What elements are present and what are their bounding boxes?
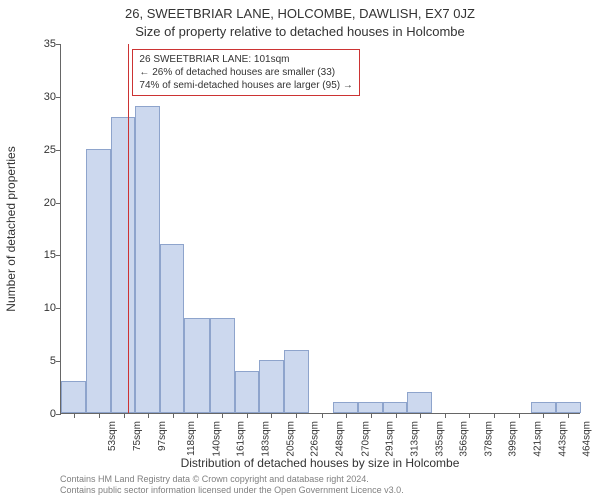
xtick-mark	[396, 413, 397, 418]
xtick-label: 75sqm	[132, 421, 143, 451]
xtick-mark	[494, 413, 495, 418]
ytick-label: 10	[16, 302, 56, 314]
xtick-label: 378sqm	[484, 421, 495, 457]
histogram-bar	[235, 371, 259, 413]
xtick-mark	[371, 413, 372, 418]
xtick-mark	[222, 413, 223, 418]
histogram-bar	[556, 402, 581, 413]
histogram-bar	[333, 402, 358, 413]
marker-line	[128, 44, 129, 413]
annot-line2: ← 26% of detached houses are smaller (33…	[139, 66, 352, 79]
ytick-mark	[56, 361, 61, 362]
ytick-mark	[56, 255, 61, 256]
histogram-bar	[259, 360, 284, 413]
chart-title-line1: 26, SWEETBRIAR LANE, HOLCOMBE, DAWLISH, …	[0, 6, 600, 21]
ytick-mark	[56, 203, 61, 204]
xtick-label: 443sqm	[558, 421, 569, 457]
xtick-mark	[469, 413, 470, 418]
xtick-label: 97sqm	[157, 421, 168, 451]
footer-attribution: Contains HM Land Registry data © Crown c…	[60, 474, 404, 496]
ytick-mark	[56, 97, 61, 98]
xtick-mark	[296, 413, 297, 418]
xtick-label: 161sqm	[236, 421, 247, 457]
histogram-bar	[184, 318, 209, 413]
xtick-mark	[346, 413, 347, 418]
x-axis-label: Distribution of detached houses by size …	[60, 456, 580, 470]
xtick-mark	[247, 413, 248, 418]
histogram-bar	[284, 350, 309, 413]
ytick-label: 5	[16, 355, 56, 367]
xtick-mark	[173, 413, 174, 418]
annot-line1: 26 SWEETBRIAR LANE: 101sqm	[139, 53, 352, 66]
ytick-label: 30	[16, 91, 56, 103]
ytick-mark	[56, 308, 61, 309]
xtick-label: 226sqm	[310, 421, 321, 457]
annotation-box: 26 SWEETBRIAR LANE: 101sqm← 26% of detac…	[132, 49, 359, 96]
xtick-mark	[322, 413, 323, 418]
xtick-mark	[148, 413, 149, 418]
xtick-label: 399sqm	[508, 421, 519, 457]
histogram-bar	[61, 381, 86, 413]
xtick-label: 140sqm	[212, 421, 223, 457]
ytick-label: 0	[16, 408, 56, 420]
ytick-label: 25	[16, 144, 56, 156]
xtick-mark	[197, 413, 198, 418]
xtick-label: 335sqm	[434, 421, 445, 457]
xtick-label: 183sqm	[261, 421, 272, 457]
xtick-label: 356sqm	[458, 421, 469, 457]
histogram-bar	[383, 402, 407, 413]
ytick-label: 20	[16, 197, 56, 209]
chart-plot-area: 26 SWEETBRIAR LANE: 101sqm← 26% of detac…	[60, 44, 580, 414]
xtick-mark	[445, 413, 446, 418]
xtick-mark	[74, 413, 75, 418]
histogram-bar	[407, 392, 432, 413]
ytick-mark	[56, 44, 61, 45]
histogram-bar	[86, 149, 111, 413]
histogram-bar	[531, 402, 556, 413]
xtick-label: 464sqm	[582, 421, 593, 457]
annot-line3: 74% of semi-detached houses are larger (…	[139, 79, 352, 92]
xtick-label: 248sqm	[335, 421, 346, 457]
xtick-label: 291sqm	[384, 421, 395, 457]
ytick-mark	[56, 414, 61, 415]
chart-title-line2: Size of property relative to detached ho…	[0, 24, 600, 39]
xtick-label: 205sqm	[286, 421, 297, 457]
xtick-mark	[124, 413, 125, 418]
ytick-mark	[56, 150, 61, 151]
footer-line1: Contains HM Land Registry data © Crown c…	[60, 474, 404, 485]
xtick-mark	[420, 413, 421, 418]
xtick-mark	[519, 413, 520, 418]
ytick-label: 15	[16, 249, 56, 261]
histogram-bar	[210, 318, 235, 413]
xtick-mark	[271, 413, 272, 418]
xtick-mark	[543, 413, 544, 418]
xtick-mark	[568, 413, 569, 418]
ytick-label: 35	[16, 38, 56, 50]
histogram-bar	[358, 402, 383, 413]
xtick-label: 118sqm	[186, 421, 197, 456]
xtick-label: 270sqm	[360, 421, 371, 457]
histogram-bar	[111, 117, 135, 413]
xtick-label: 53sqm	[107, 421, 118, 451]
histogram-bar	[135, 106, 160, 413]
xtick-label: 421sqm	[533, 421, 544, 457]
xtick-mark	[99, 413, 100, 418]
xtick-label: 313sqm	[409, 421, 420, 457]
histogram-bar	[160, 244, 184, 413]
footer-line2: Contains public sector information licen…	[60, 485, 404, 496]
